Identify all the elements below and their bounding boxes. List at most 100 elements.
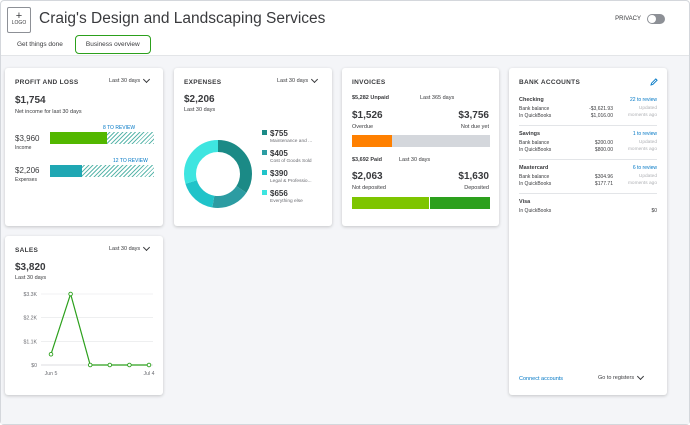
y-tick-label: $0 (31, 363, 37, 369)
income-bar-track (50, 132, 154, 144)
sales-series-line (50, 291, 149, 366)
paid-bar (352, 197, 490, 209)
y-tick-label: $2.2K (23, 316, 37, 322)
period-label: Last 30 days (109, 246, 141, 252)
overdue-value: $1,526 (352, 110, 383, 121)
legend-value: $405 (270, 149, 288, 158)
y-tick-label: $1.1K (23, 339, 37, 345)
unpaid-bar (352, 135, 490, 147)
unpaid-summary: $5,282 Unpaid (352, 95, 389, 101)
sales-line-chart[interactable]: $0 $1.1K $2.2K $3.3K Jun 5 Jul 4 (9, 288, 159, 384)
legend-swatch (262, 170, 267, 175)
profit-loss-card: PROFIT AND LOSS Last 30 days $1,754 Net … (5, 68, 163, 226)
chevron-down-icon (143, 243, 151, 252)
expenses-label: Expenses (15, 177, 37, 183)
legend-label: Maintenance and ... (270, 139, 313, 144)
legend-swatch (262, 150, 267, 155)
deposited-value: $1,630 (458, 171, 489, 182)
privacy-toggle[interactable] (647, 14, 665, 24)
privacy-label: PRIVACY (615, 16, 641, 22)
legend-label: Cost of Goods Sold (270, 159, 312, 164)
legend-label: Legal & Professio... (270, 179, 312, 184)
account-review-link[interactable]: 6 to review (632, 165, 657, 171)
sales-total-label: Last 30 days (15, 275, 47, 281)
not-due-segment[interactable] (391, 135, 490, 147)
net-income-value: $1,754 (15, 95, 46, 106)
legend-swatch (262, 130, 267, 135)
logo-label: LOGO (11, 20, 27, 26)
account-divider (519, 125, 657, 126)
data-point[interactable] (68, 291, 73, 297)
data-point[interactable] (146, 362, 152, 368)
expenses-total-label: Last 30 days (184, 107, 216, 113)
x-tick-label: Jul 4 (144, 371, 155, 377)
chevron-down-icon (143, 75, 151, 84)
account-name[interactable]: Savings (519, 131, 541, 137)
company-logo-placeholder[interactable]: + LOGO (7, 7, 31, 33)
data-point[interactable] (87, 362, 93, 368)
tab-get-things-done[interactable]: Get things done (17, 41, 63, 48)
account-name[interactable]: Checking (519, 97, 544, 103)
legend-label: Everything else (270, 199, 303, 204)
quickbooks-value: $177.71 (594, 181, 613, 187)
donut-slice[interactable] (184, 140, 252, 208)
go-to-registers-dropdown[interactable]: Go to registers (598, 372, 645, 381)
income-review-link[interactable]: 8 TO REVIEW (103, 125, 136, 131)
tab-business-overview[interactable]: Business overview (74, 35, 151, 54)
account-name[interactable]: Visa (519, 199, 531, 205)
company-name: Craig's Design and Landscaping Services (39, 10, 326, 27)
account-name[interactable]: Mastercard (519, 165, 549, 171)
period-dropdown[interactable]: Last 30 days (109, 243, 151, 252)
bank-balance-value: $304.96 (594, 174, 613, 180)
data-point[interactable] (127, 362, 132, 368)
connect-accounts-link[interactable]: Connect accounts (519, 376, 564, 382)
expenses-review-link[interactable]: 12 TO REVIEW (113, 158, 148, 164)
updated-label: Updated (638, 106, 657, 111)
expenses-value: $2,206 (15, 166, 40, 175)
expenses-donut-chart[interactable] (178, 134, 258, 214)
chevron-down-icon (311, 75, 319, 84)
donut-slice[interactable] (184, 140, 252, 208)
updated-time: moments ago (627, 113, 657, 118)
net-income-label: Net income for last 30 days (15, 109, 82, 115)
expenses-bar-fill[interactable] (50, 165, 83, 177)
edit-pencil-icon[interactable] (650, 78, 658, 86)
data-point[interactable] (48, 351, 54, 357)
bank-accounts-card: BANK ACCOUNTS Connect accounts Go to reg… (509, 68, 667, 395)
legend-value: $656 (270, 189, 288, 198)
updated-label: Updated (638, 140, 657, 145)
expenses-bar-track (50, 165, 154, 177)
account-review-link[interactable]: 22 to review (630, 97, 657, 103)
period-dropdown[interactable]: Last 30 days (277, 75, 319, 84)
account-divider (519, 193, 657, 194)
not-deposited-label: Not deposited (352, 185, 386, 191)
updated-time: moments ago (627, 181, 657, 186)
privacy-control: PRIVACY (615, 14, 665, 24)
income-bar-fill[interactable] (50, 132, 108, 144)
account-review-link[interactable]: 1 to review (632, 131, 657, 137)
unpaid-period: Last 365 days (420, 95, 455, 101)
card-title: EXPENSES (184, 79, 222, 86)
period-label: Last 30 days (109, 78, 141, 84)
quickbooks-label: In QuickBooks (519, 113, 552, 119)
deposited-segment[interactable] (430, 197, 490, 209)
sales-card: SALES Last 30 days $3,820 Last 30 days $… (5, 236, 163, 395)
dashboard-area: PROFIT AND LOSS Last 30 days $1,754 Net … (1, 56, 689, 424)
income-label: Income (15, 145, 32, 151)
not-deposited-value: $2,063 (352, 171, 383, 182)
period-dropdown[interactable]: Last 30 days (109, 75, 151, 84)
data-point[interactable] (107, 362, 113, 368)
not-due-value: $3,756 (458, 110, 489, 121)
period-label: Last 30 days (277, 78, 309, 84)
plus-icon: + (15, 10, 23, 22)
quickbooks-value: $800.00 (594, 147, 613, 153)
not-deposited-segment[interactable] (352, 197, 430, 209)
quickbooks-label: In QuickBooks (519, 181, 552, 187)
quickbooks-value: $0 (651, 208, 657, 214)
account-divider (519, 159, 657, 160)
bank-balance-label: Bank balance (519, 140, 550, 146)
quickbooks-label: In QuickBooks (519, 208, 552, 214)
overdue-segment[interactable] (352, 135, 392, 147)
chevron-down-icon (637, 372, 645, 381)
